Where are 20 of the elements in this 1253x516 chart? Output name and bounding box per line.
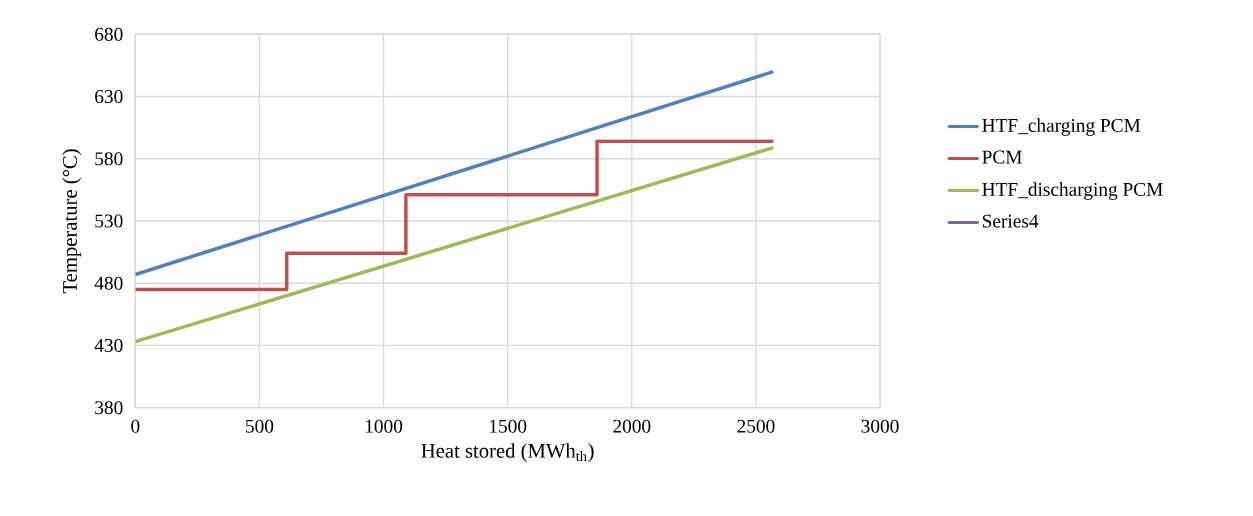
y-tick-label: 430 xyxy=(94,338,123,352)
y-tick-label: 580 xyxy=(95,152,123,166)
legend-label: HTF_charging PCM xyxy=(982,118,1141,136)
y-tick-label: 680 xyxy=(95,27,123,41)
legend-label: PCM xyxy=(982,150,1022,164)
x-tick-label: 0 xyxy=(131,419,140,433)
y-tick-label: 630 xyxy=(95,89,123,104)
y-tick-label: 380 xyxy=(95,401,123,415)
legend-label: HTF_discharging PCM xyxy=(982,182,1163,200)
x-tick-label: 2000 xyxy=(613,419,651,433)
x-tick-label: 500 xyxy=(246,419,274,433)
y-tick-label: 480 xyxy=(94,276,123,290)
legend-label: Series4 xyxy=(982,214,1039,228)
y-tick-label: 530 xyxy=(95,214,123,228)
x-axis-title: Heat stored (MWh$_{th}$) xyxy=(421,443,594,462)
x-tick-label: 1500 xyxy=(490,419,527,433)
x-tick-label: 2500 xyxy=(737,419,775,433)
y-axis-title: Temperature (°C) xyxy=(62,149,82,294)
x-tick-label: 3000 xyxy=(861,419,899,433)
x-tick-label: 1000 xyxy=(365,419,403,433)
